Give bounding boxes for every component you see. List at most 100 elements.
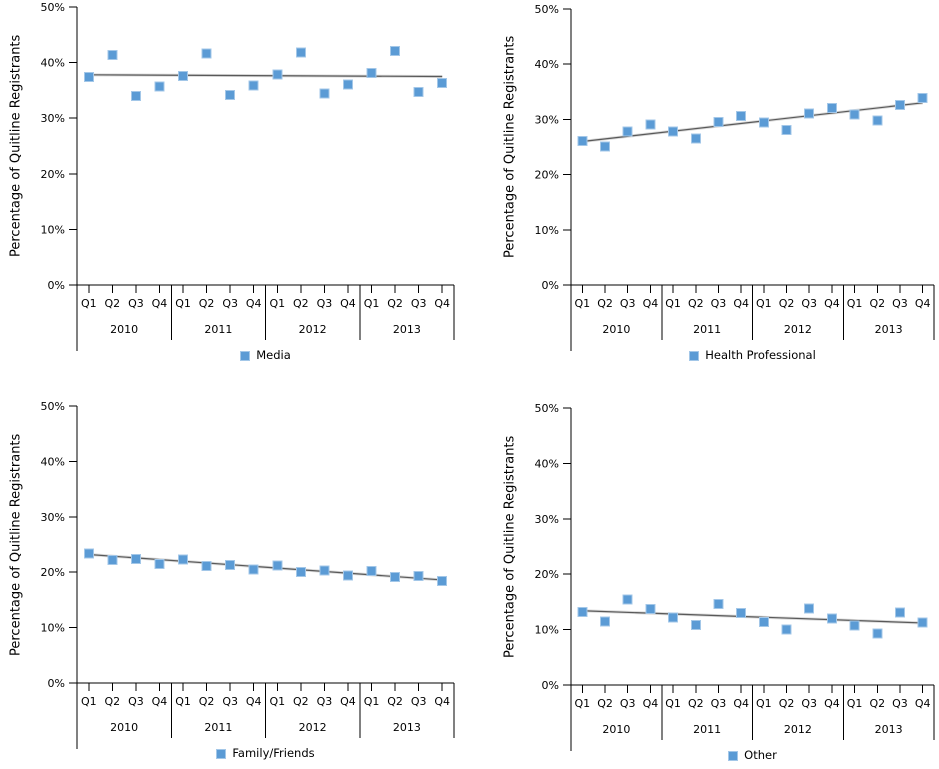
- year-label: 2012: [784, 723, 812, 736]
- chart-panel-health-professional: Percentage of Quitline Registrants 0% 10%…: [469, 0, 939, 384]
- quarter-label: Q1: [756, 697, 772, 710]
- data-point: [130, 90, 141, 101]
- health-professional-scatter-plot: 0% 10% 20% 30% 40% 50% Q1 Q2 Q3 Q4 Q1 Q2 Q3 Q4 Q1 Q2 Q3 Q…: [535, 3, 935, 351]
- data-point: [437, 576, 448, 587]
- data-point: [600, 141, 611, 152]
- quarter-label: Q2: [293, 695, 309, 708]
- data-point: [577, 135, 588, 146]
- quarter-label: Q4: [643, 697, 659, 710]
- data-point: [872, 115, 883, 126]
- quarter-label: Q3: [411, 695, 427, 708]
- data-point: [804, 603, 815, 614]
- legend-marker-icon: [689, 351, 700, 361]
- data-point: [342, 570, 353, 581]
- quarter-label: Q4: [733, 697, 749, 710]
- data-point: [781, 624, 792, 635]
- quarter-label: Q4: [246, 695, 262, 708]
- y-axis-tick-label: 10%: [535, 624, 559, 637]
- quarter-label: Q4: [340, 297, 356, 310]
- year-label: 2012: [784, 323, 812, 336]
- data-point: [894, 100, 905, 111]
- year-label: 2012: [299, 323, 327, 336]
- y-axis-tick-label: 30%: [41, 511, 65, 524]
- data-point: [272, 560, 283, 571]
- quarter-label: Q4: [152, 695, 168, 708]
- data-point: [437, 78, 448, 89]
- quarter-label: Q3: [411, 297, 427, 310]
- data-point: [130, 553, 141, 564]
- quarter-label: Q1: [756, 297, 772, 310]
- quarter-label: Q1: [847, 297, 863, 310]
- quarter-label: Q3: [128, 695, 144, 708]
- quarter-label: Q3: [801, 297, 817, 310]
- data-point: [849, 620, 860, 631]
- y-axis-tick-label: 40%: [41, 455, 65, 468]
- data-point: [390, 572, 401, 583]
- y-axis-tick-label: 20%: [535, 169, 559, 182]
- y-axis-tick-label: 20%: [41, 168, 65, 181]
- data-point: [413, 571, 424, 582]
- legend-health-professional: Health Professional: [571, 349, 934, 363]
- data-point: [295, 47, 306, 58]
- quarter-label: Q3: [801, 697, 817, 710]
- quarter-label: Q1: [364, 695, 380, 708]
- data-point: [272, 69, 283, 80]
- year-label: 2011: [204, 323, 232, 336]
- trend-line: [582, 610, 923, 624]
- data-point: [645, 604, 656, 615]
- year-label: 2010: [602, 723, 630, 736]
- data-point: [366, 566, 377, 577]
- y-axis-tick-label: 10%: [41, 223, 65, 236]
- quarter-label: Q3: [892, 297, 908, 310]
- quarter-label: Q2: [597, 697, 613, 710]
- quarter-label: Q2: [869, 697, 885, 710]
- trend-line: [88, 74, 443, 78]
- quarter-label: Q3: [711, 697, 727, 710]
- data-point: [736, 111, 747, 122]
- data-point: [826, 102, 837, 113]
- data-point: [781, 124, 792, 135]
- quarter-label: Q1: [665, 697, 681, 710]
- family-friends-scatter-plot: 0% 10% 20% 30% 40% 50% Q1 Q2 Q3 Q4 Q1 Q2 Q3 Q4 Q1 Q2 Q3 Q…: [41, 400, 455, 749]
- quarter-label: Q3: [620, 297, 636, 310]
- data-point: [319, 565, 330, 576]
- quarter-label: Q1: [81, 695, 97, 708]
- data-point: [713, 117, 724, 128]
- data-point: [83, 72, 94, 83]
- year-label: 2013: [875, 323, 903, 336]
- quarter-label: Q2: [387, 695, 403, 708]
- data-point: [894, 607, 905, 618]
- year-label: 2012: [299, 721, 327, 734]
- y-axis-tick-label: 30%: [41, 112, 65, 125]
- legend-media: Media: [77, 349, 454, 363]
- data-point: [225, 559, 236, 570]
- year-label: 2011: [204, 721, 232, 734]
- data-point: [366, 68, 377, 79]
- data-point: [201, 561, 212, 572]
- year-label: 2010: [110, 721, 138, 734]
- quarter-label: Q1: [269, 695, 285, 708]
- year-label: 2013: [875, 723, 903, 736]
- y-axis-tick-label: 20%: [41, 566, 65, 579]
- y-axis-tick-label: 50%: [535, 402, 559, 415]
- y-axis-tick-label: 40%: [535, 58, 559, 71]
- quarter-label: Q3: [892, 697, 908, 710]
- quarter-label: Q3: [222, 297, 238, 310]
- data-point: [225, 89, 236, 100]
- quarter-label: Q1: [269, 297, 285, 310]
- trend-line: [88, 553, 443, 581]
- quarter-label: Q1: [575, 297, 591, 310]
- y-axis-tick-label: 0%: [48, 677, 65, 690]
- quarter-label: Q2: [869, 297, 885, 310]
- y-axis-tick-label: 20%: [535, 568, 559, 581]
- quarter-label: Q4: [434, 297, 450, 310]
- data-point: [413, 87, 424, 98]
- y-axis-tick-label: 0%: [542, 279, 559, 292]
- quarter-label: Q2: [688, 297, 704, 310]
- quarter-label: Q2: [688, 697, 704, 710]
- quarter-label: Q2: [105, 297, 121, 310]
- data-point: [690, 620, 701, 631]
- year-label: 2011: [693, 723, 721, 736]
- y-axis-tick-label: 0%: [542, 679, 559, 692]
- y-axis-tick-label: 30%: [535, 113, 559, 126]
